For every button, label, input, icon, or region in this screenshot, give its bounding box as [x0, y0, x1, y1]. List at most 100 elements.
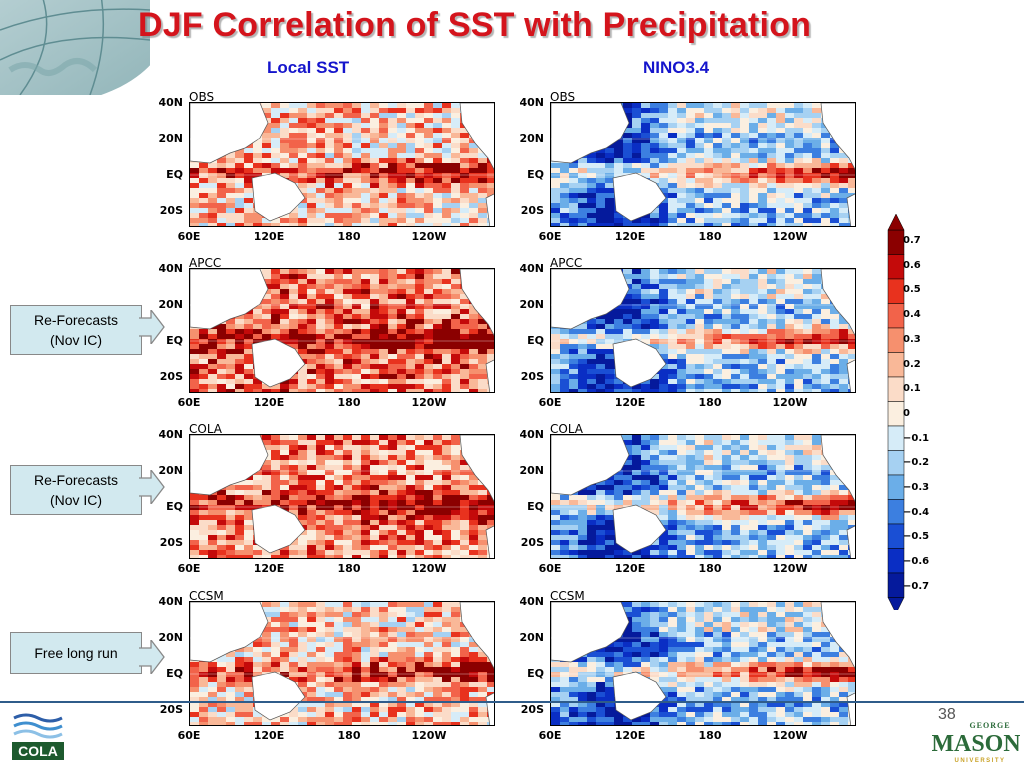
y-tick-label: 20S	[159, 536, 183, 549]
y-tick-label: EQ	[527, 168, 544, 181]
x-tick-label: 60E	[538, 562, 562, 575]
y-tick-label: 40N	[519, 96, 544, 109]
map-panel: APCC 40N 20N EQ 20S 60E 120E 180 120W	[158, 256, 495, 428]
x-tick-label: 120E	[614, 396, 646, 409]
map-panel: COLA 40N 20N EQ 20S 60E 120E 180 120W	[158, 422, 495, 594]
x-tick-label: 120W	[772, 729, 808, 742]
y-tick-label: EQ	[166, 500, 183, 513]
y-tick-label: EQ	[166, 168, 183, 181]
colorbar-segment	[887, 254, 905, 280]
x-tick-label: 120E	[253, 396, 285, 409]
colorbar-segment	[887, 401, 905, 427]
colorbar-label: −0.1	[903, 432, 930, 444]
y-tick-label: 20N	[158, 631, 183, 644]
side-box-reforecasts-apcc: Re-Forecasts (Nov IC)	[10, 305, 142, 355]
colorbar-segment	[887, 548, 905, 574]
correlation-map	[189, 268, 495, 393]
correlation-map	[189, 102, 495, 227]
y-tick-label: 20N	[519, 631, 544, 644]
x-tick-label: 120E	[253, 562, 285, 575]
colorbar-segment	[887, 499, 905, 525]
map-panel: OBS 40N 20N EQ 20S 60E 120E 180 120W	[158, 90, 495, 262]
colorbar-segment	[887, 352, 905, 378]
y-tick-label: EQ	[527, 500, 544, 513]
side-box-line: Free long run	[34, 645, 118, 661]
y-tick-label: EQ	[166, 667, 183, 680]
colorbar-label: −0.4	[903, 506, 930, 518]
colorbar-segment	[887, 376, 905, 402]
panel-label: CCSM	[189, 589, 224, 603]
colorbar-label: −0.6	[903, 556, 930, 568]
colorbar-bottom-triangle	[887, 597, 905, 610]
x-tick-label: 120W	[772, 230, 808, 243]
colorbar	[887, 214, 905, 610]
colorbar-segment	[887, 229, 905, 255]
colorbar-label: 0.7	[903, 235, 921, 246]
colorbar-label: −0.3	[903, 482, 930, 493]
x-tick-label: 60E	[538, 729, 562, 742]
colorbar-segment	[887, 523, 905, 549]
column-header-local-sst: Local SST	[267, 58, 350, 77]
panel-label: OBS	[550, 90, 576, 104]
y-tick-label: 20N	[158, 298, 183, 311]
correlation-field	[551, 103, 855, 226]
y-tick-label: 20N	[519, 298, 544, 311]
colorbar-label: 0.5	[903, 284, 921, 296]
colorbar-segment	[887, 303, 905, 329]
panel-label: CCSM	[550, 589, 585, 603]
x-tick-label: 120E	[614, 729, 646, 742]
footer-divider	[0, 701, 1024, 703]
colorbar-segment	[887, 474, 905, 500]
y-tick-label: 40N	[519, 595, 544, 608]
side-box-line: (Nov IC)	[49, 332, 103, 348]
map-panel: OBS 40N 20N EQ 20S 60E 120E 180 120W	[519, 90, 856, 262]
x-tick-label: 60E	[177, 562, 201, 575]
y-tick-label: EQ	[166, 334, 183, 347]
colorbar-label: −0.5	[903, 531, 930, 543]
y-tick-label: 20N	[519, 464, 544, 477]
y-tick-label: 40N	[158, 595, 183, 608]
correlation-field	[551, 269, 855, 392]
colorbar-label: 0.1	[903, 383, 921, 395]
globe-decoration	[0, 0, 150, 95]
colorbar-segment	[887, 572, 905, 598]
y-tick-label: 20S	[520, 703, 544, 716]
y-tick-label: EQ	[527, 334, 544, 347]
arrow-right-icon	[139, 640, 165, 674]
y-tick-label: 40N	[519, 262, 544, 275]
x-tick-label: 180	[337, 729, 361, 742]
colorbar-segment	[887, 425, 905, 451]
correlation-map	[550, 434, 856, 559]
x-tick-label: 180	[698, 562, 722, 575]
gmu-logo-top: GEORGE	[969, 721, 1010, 730]
y-tick-label: 40N	[158, 262, 183, 275]
map-panel: CCSM 40N 20N EQ 20S 60E 120E 180 120W	[519, 589, 856, 761]
y-tick-label: 20S	[159, 703, 183, 716]
x-tick-label: 120W	[411, 230, 447, 243]
correlation-field	[551, 435, 855, 558]
x-tick-label: 120E	[614, 562, 646, 575]
x-tick-label: 120E	[253, 729, 285, 742]
colorbar-segment	[887, 327, 905, 353]
colorbar-label: −0.7	[903, 580, 930, 592]
colorbar-label: 0	[903, 407, 910, 419]
correlation-field	[190, 103, 494, 226]
x-tick-label: 60E	[177, 230, 201, 243]
map-panel: CCSM 40N 20N EQ 20S 60E 120E 180 120W	[158, 589, 495, 761]
column-header-nino34: NINO3.4	[643, 58, 710, 77]
x-tick-label: 120E	[614, 230, 646, 243]
x-tick-label: 120E	[253, 230, 285, 243]
correlation-map	[550, 102, 856, 227]
correlation-field	[551, 602, 855, 725]
correlation-field	[190, 269, 494, 392]
x-tick-label: 180	[337, 396, 361, 409]
x-tick-label: 60E	[538, 396, 562, 409]
colorbar-label: 0.6	[903, 259, 921, 271]
correlation-field	[190, 435, 494, 558]
y-tick-label: 20S	[159, 370, 183, 383]
y-tick-label: 40N	[158, 428, 183, 441]
panel-label: COLA	[550, 422, 583, 436]
y-tick-label: 40N	[519, 428, 544, 441]
slide-title: DJF Correlation of SST with Precipitatio…	[138, 6, 812, 44]
cola-logo-text: COLA	[18, 743, 58, 759]
